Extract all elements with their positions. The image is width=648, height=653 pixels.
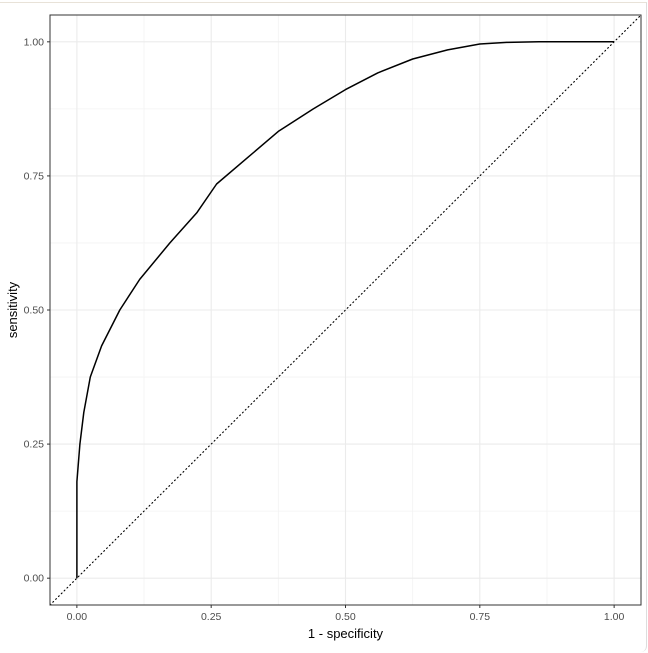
roc-curve [76,41,615,579]
y-tick-label: 0.75 [24,170,45,182]
x-tick-label: 0.75 [470,611,491,623]
reference-diagonal [49,14,642,606]
gridlines [50,15,641,605]
x-axis-label: 1 - specificity [308,626,384,641]
y-tick-label: 0.00 [24,573,45,585]
diagonal-line [49,14,642,606]
x-tick-label: 0.00 [67,611,88,623]
y-axis-label: sensitivity [5,281,20,338]
y-tick-label: 1.00 [24,36,45,48]
x-tick-label: 0.50 [335,611,356,623]
ticks: 0.00 0.25 0.50 0.75 1.00 0.00 0.25 0.50 0.75 1.00 [24,36,625,623]
x-tick-label: 1.00 [604,611,625,623]
y-tick-label: 0.50 [24,305,45,317]
y-tick-label: 0.25 [24,439,45,451]
series-layer [76,41,615,579]
x-tick-label: 0.25 [201,611,222,623]
